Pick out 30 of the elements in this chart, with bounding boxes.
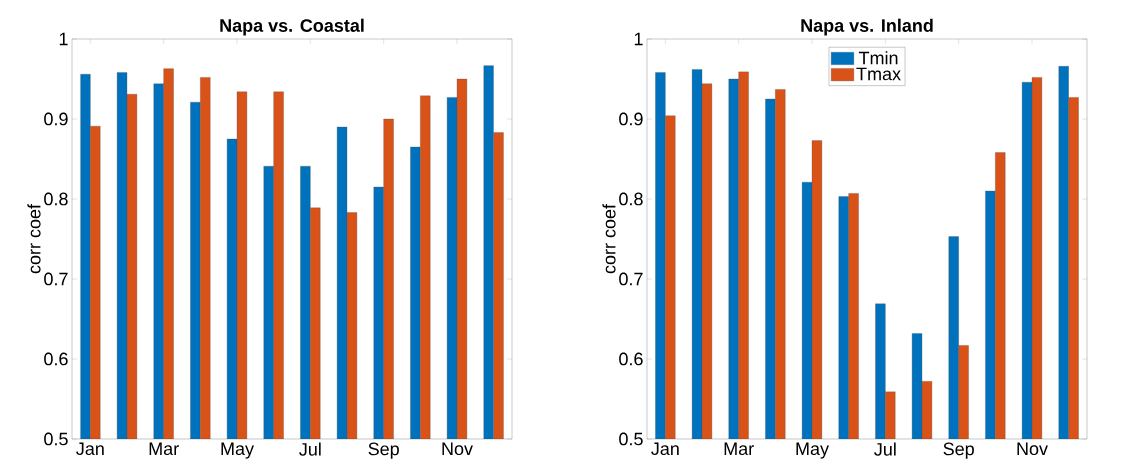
x-tick-label: Mar — [724, 442, 754, 456]
x-tick-label: Sep — [368, 442, 399, 459]
legend-label: Tmax — [856, 67, 901, 81]
y-tick-label: 0.7 — [619, 272, 643, 286]
y-tick-label: 0.6 — [44, 352, 68, 366]
x-tick-label: Nov — [442, 442, 473, 456]
y-tick-label: 0.6 — [619, 352, 643, 366]
x-tick-label: Jan — [76, 442, 104, 456]
y-tick-label: 0.9 — [619, 112, 643, 126]
x-tick-label: Nov — [1017, 442, 1048, 456]
x-tick-label: Mar — [149, 442, 179, 456]
x-tick-label: May — [796, 442, 829, 459]
y-axis-title: corr coef — [27, 203, 41, 274]
chart-title: Napa vs. Inland — [801, 18, 933, 36]
x-tick-label: Sep — [943, 442, 974, 459]
x-tick-label: Jul — [874, 442, 896, 456]
y-tick-label: 1 — [59, 32, 68, 46]
y-tick-label: 1 — [634, 32, 643, 46]
y-tick-label: 0.5 — [44, 432, 68, 446]
y-tick-label: 0.8 — [619, 192, 643, 206]
legend-label: Tmin — [858, 51, 898, 65]
chart-title: Napa vs. Coastal — [220, 18, 364, 36]
y-tick-label: 0.8 — [44, 192, 68, 206]
x-tick-label: Jul — [299, 442, 321, 456]
x-tick-label: May — [221, 442, 254, 459]
x-tick-label: Jan — [651, 442, 679, 456]
y-axis-title: corr coef — [602, 203, 616, 274]
y-tick-label: 0.5 — [619, 432, 643, 446]
y-tick-label: 0.7 — [44, 272, 68, 286]
y-tick-label: 0.9 — [44, 112, 68, 126]
